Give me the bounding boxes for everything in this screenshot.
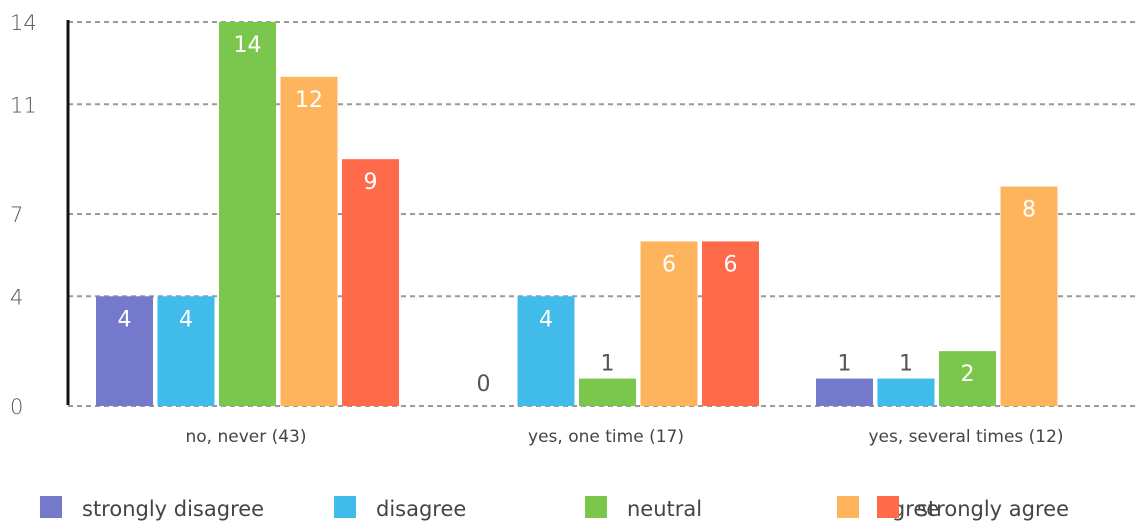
data-label: 14	[234, 33, 262, 58]
bar	[702, 241, 759, 406]
bar	[1000, 186, 1058, 406]
legend-swatch	[40, 496, 62, 518]
legend-label: strongly agree	[917, 497, 1069, 521]
data-label: 1	[838, 352, 852, 377]
data-label: 0	[477, 372, 491, 397]
legend-swatch	[585, 496, 607, 518]
data-label: 1	[899, 352, 913, 377]
data-label: 4	[539, 307, 553, 332]
bar	[280, 76, 338, 406]
data-label: 4	[179, 307, 193, 332]
y-tick-label: 7	[10, 203, 23, 227]
bar	[517, 296, 575, 406]
bars	[96, 22, 1058, 406]
legend-label: neutral	[627, 497, 702, 521]
bar	[640, 241, 698, 406]
category-label: no, never (43)	[185, 427, 306, 447]
bar	[219, 22, 276, 406]
bar	[877, 378, 935, 406]
y-tick-label: 0	[10, 395, 23, 419]
legend-swatch	[334, 496, 356, 518]
y-axis-tick-labels: 0 4 7 11 14	[10, 11, 37, 419]
category-labels: no, never (43) yes, one time (17) yes, sev…	[185, 427, 1063, 447]
legend-swatch	[837, 496, 859, 518]
data-label: 12	[295, 88, 323, 113]
legend-label: strongly disagree	[82, 497, 264, 521]
data-label: 2	[961, 362, 975, 387]
y-tick-label: 4	[10, 285, 23, 309]
bar	[579, 378, 636, 406]
data-label: 9	[364, 170, 378, 195]
y-tick-label: 11	[10, 93, 37, 117]
data-label: 8	[1022, 198, 1036, 223]
bar	[342, 159, 399, 406]
category-label: yes, one time (17)	[528, 427, 684, 447]
data-label: 1	[601, 352, 615, 377]
bar	[816, 378, 873, 406]
legend-swatch	[877, 496, 899, 518]
data-label: 6	[662, 252, 676, 277]
y-tick-label: 14	[10, 11, 37, 35]
data-label: 4	[118, 307, 132, 332]
bar	[96, 296, 153, 406]
bar	[939, 351, 996, 406]
data-label: 6	[724, 252, 738, 277]
bar	[157, 296, 215, 406]
category-label: yes, several times (12)	[868, 427, 1063, 447]
legend: strongly disagree disagree neutral agreestr…	[40, 496, 1069, 521]
legend-label: disagree	[376, 497, 466, 521]
